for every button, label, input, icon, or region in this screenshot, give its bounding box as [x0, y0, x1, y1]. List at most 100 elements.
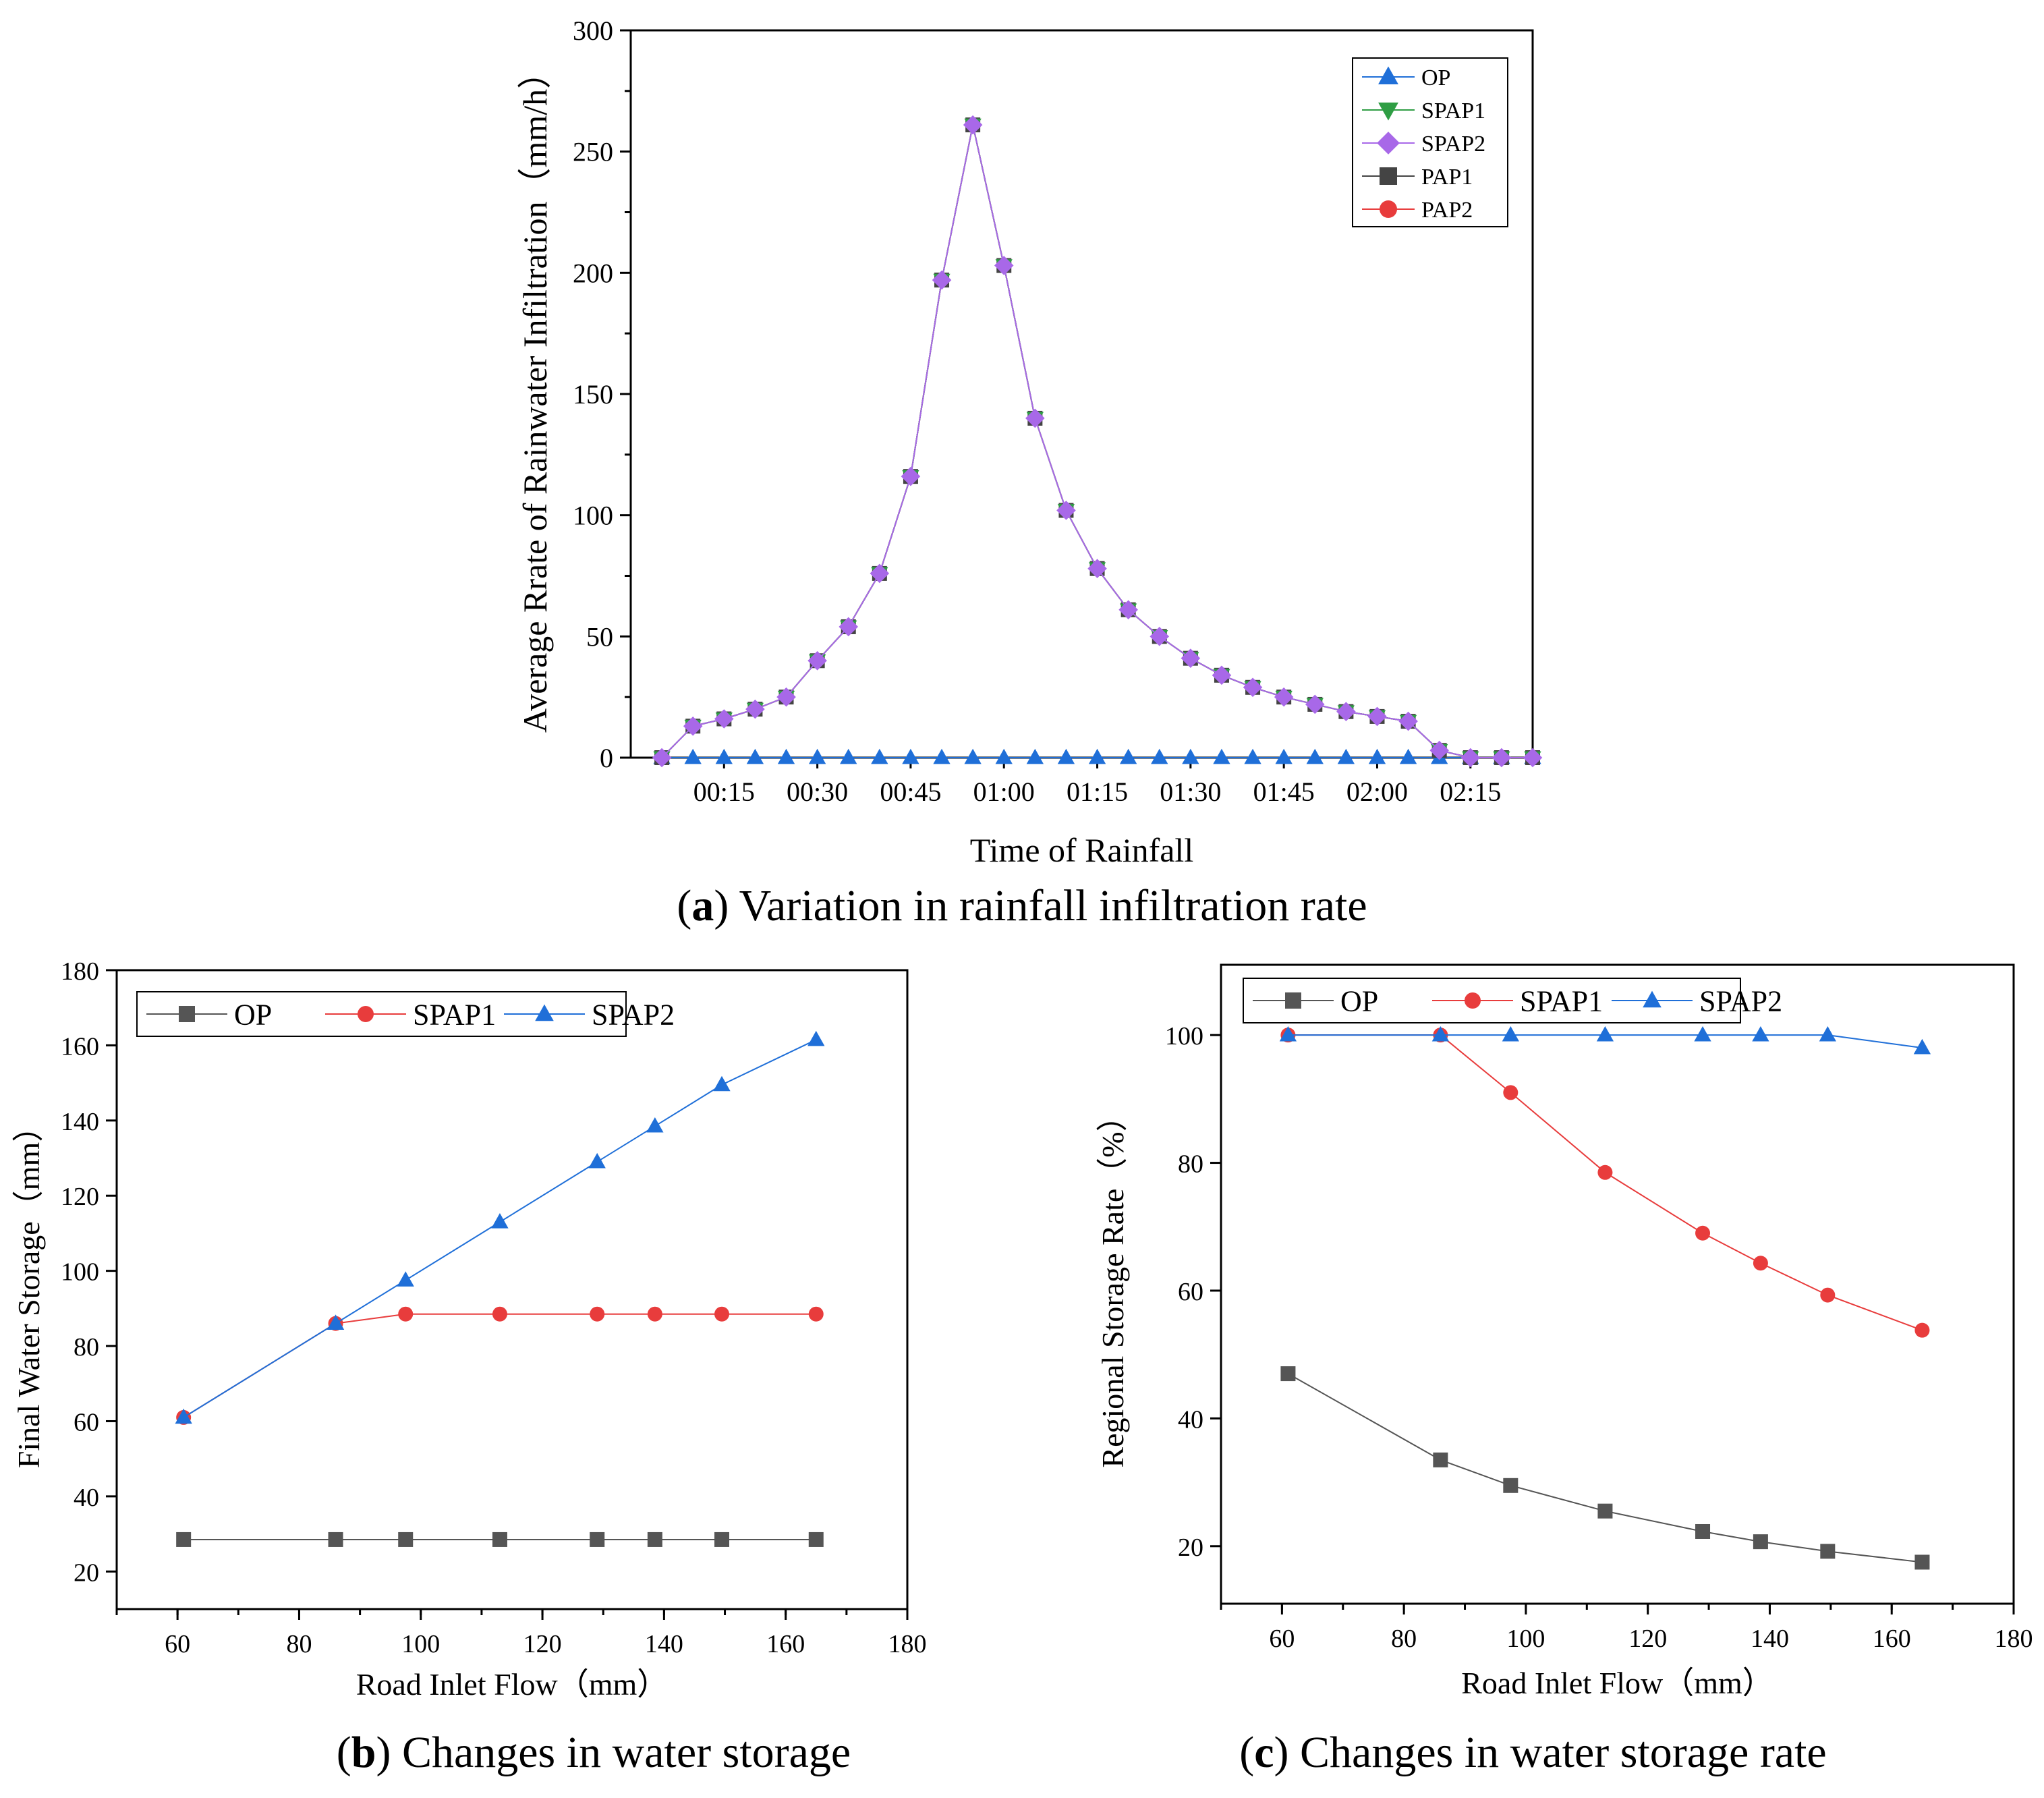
legend-label-spap2: SPAP2: [1421, 132, 1485, 157]
data-point-spap2: [807, 1030, 825, 1046]
x-tick-label: 180: [888, 1630, 927, 1658]
data-point-op: [1695, 1523, 1711, 1539]
data-point-spap2: [1819, 1026, 1836, 1042]
y-tick-label: 40: [74, 1484, 99, 1512]
caption-c-text: Changes in water storage rate: [1288, 1728, 1827, 1777]
x-tick-label: 140: [1751, 1625, 1789, 1653]
x-tick-label: 02:15: [1440, 777, 1501, 807]
data-point-op: [398, 1532, 414, 1547]
data-point-op: [328, 1532, 343, 1547]
data-point-spap2: [901, 466, 921, 486]
data-point-spap2: [327, 1314, 345, 1330]
legend-label-op: OP: [234, 998, 272, 1031]
x-tick-label: 80: [286, 1630, 312, 1658]
y-tick-label: 100: [1165, 1022, 1203, 1050]
legend-label-op: OP: [1340, 984, 1378, 1017]
y-tick-label: 140: [61, 1108, 99, 1136]
data-point-op: [964, 748, 982, 764]
y-tick-label: 160: [61, 1032, 99, 1061]
y-tick-label: 300: [573, 16, 613, 46]
legend-marker-pap2: [1380, 200, 1397, 218]
legend-marker-spap2: [1377, 132, 1400, 154]
data-point-spap2: [776, 687, 796, 707]
data-point-spap2: [1305, 694, 1325, 714]
data-point-op: [1337, 748, 1355, 764]
data-point-op: [1057, 748, 1075, 764]
data-point-spap2: [994, 256, 1014, 275]
legend-label-op: OP: [1421, 65, 1450, 90]
data-point-spap1: [647, 1306, 662, 1322]
y-tick-label: 80: [1178, 1150, 1203, 1179]
data-point-op: [684, 748, 702, 764]
x-tick-label: 00:30: [787, 777, 848, 807]
data-point-spap2: [175, 1408, 192, 1424]
data-point-spap2: [1398, 711, 1418, 731]
data-point-spap2: [1243, 677, 1263, 698]
data-point-spap2: [1502, 1026, 1519, 1042]
data-point-spap2: [1367, 706, 1387, 727]
data-point-spap2: [745, 699, 765, 719]
data-point-spap1: [492, 1306, 507, 1322]
data-point-op: [1275, 748, 1293, 764]
data-point-spap2: [1596, 1026, 1614, 1042]
x-tick-label: 120: [1628, 1625, 1667, 1653]
data-point-op: [714, 1532, 730, 1547]
x-tick-label: 140: [645, 1630, 683, 1658]
legend-marker-op: [179, 1006, 195, 1022]
data-point-op: [176, 1532, 192, 1547]
x-tick-label: 01:00: [973, 777, 1035, 807]
x-tick-label: 60: [165, 1630, 190, 1658]
x-tick-label: 01:30: [1160, 777, 1221, 807]
data-point-spap2: [870, 563, 890, 584]
data-point-op: [1433, 1452, 1448, 1467]
data-point-op: [1151, 748, 1168, 764]
series-line-spap2: [1288, 1034, 1923, 1049]
series-line-spap1: [1288, 1034, 1923, 1331]
data-point-spap2: [932, 270, 952, 290]
data-point-op: [647, 1532, 662, 1547]
y-tick-label: 40: [1178, 1405, 1203, 1434]
y-tick-label: 180: [61, 957, 99, 986]
data-point-spap2: [683, 716, 703, 736]
caption-b-letter: b: [351, 1728, 376, 1777]
y-tick-label: 100: [573, 501, 613, 531]
legend-label-pap1: PAP1: [1421, 165, 1473, 190]
x-axis-title: Road Inlet Flow（mm）: [356, 1667, 669, 1702]
data-point-op: [1182, 748, 1199, 764]
y-tick-label: 250: [573, 137, 613, 167]
chart-c-storage-rate: 20 40 60 80 100 60 80 100 120 140 160 180 Road Inlet…: [1096, 963, 2033, 1700]
y-axis-title: Regional Storage Rate（%）: [1096, 1100, 1130, 1467]
data-point-spap2: [1913, 1038, 1931, 1055]
y-tick-label: 150: [573, 379, 613, 410]
data-point-op: [1244, 748, 1261, 764]
data-point-spap2: [1694, 1026, 1711, 1042]
caption-a: (a) Variation in rainfall infiltration r…: [677, 881, 1367, 930]
y-axis-title: Average Rrate of Rainwater Infiltration（…: [516, 55, 554, 733]
data-point-op: [1120, 748, 1137, 764]
y-tick-label: 20: [74, 1558, 99, 1587]
data-point-spap2: [1274, 687, 1294, 707]
x-tick-label: 100: [1506, 1625, 1545, 1653]
data-point-spap1: [398, 1306, 414, 1322]
y-tick-label: 60: [74, 1408, 99, 1436]
data-point-spap1: [1820, 1287, 1836, 1303]
data-point-spap2: [713, 1075, 731, 1092]
data-point-spap2: [1431, 1026, 1450, 1042]
data-point-spap2: [807, 650, 827, 671]
legend-marker-pap1: [1380, 167, 1397, 185]
y-tick-label: 60: [1178, 1278, 1203, 1306]
caption-b-text: Changes in water storage: [391, 1728, 851, 1777]
data-point-spap1: [1503, 1085, 1518, 1100]
data-point-op: [1280, 1366, 1296, 1382]
data-point-spap1: [1753, 1256, 1768, 1271]
x-tick-label: 160: [766, 1630, 805, 1658]
data-point-spap1: [1695, 1225, 1711, 1241]
data-point-spap2: [588, 1152, 606, 1169]
data-point-op: [933, 748, 950, 764]
data-point-op: [746, 748, 764, 764]
legend-marker-spap1: [358, 1006, 374, 1022]
x-axis-title: Road Inlet Flow（mm）: [1461, 1666, 1773, 1700]
data-point-spap1: [808, 1306, 824, 1322]
data-point-spap2: [1460, 748, 1481, 768]
chart-b-water-storage: 20 40 60 80 100 120 140 160 180 60 80 100 120 140 160 1…: [11, 957, 927, 1702]
